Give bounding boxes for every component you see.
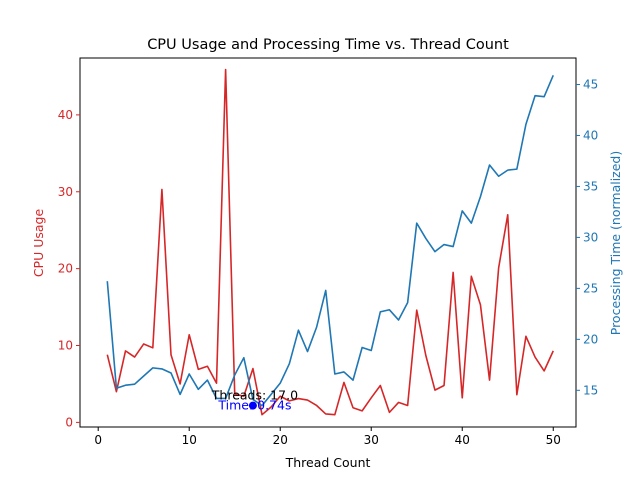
x-tick-label: 20 bbox=[273, 433, 288, 447]
cpu-usage-line bbox=[106, 68, 554, 416]
y-right-tick-label: 40 bbox=[583, 128, 598, 142]
annotation-point bbox=[248, 401, 257, 410]
y-right-tick-label: 45 bbox=[583, 78, 598, 92]
x-tick-label: 30 bbox=[364, 433, 379, 447]
y-right-tick-label: 20 bbox=[583, 332, 598, 346]
y-axis-label-left: CPU Usage bbox=[31, 209, 46, 278]
x-tick-label: 10 bbox=[182, 433, 197, 447]
x-tick-label: 40 bbox=[455, 433, 470, 447]
y-right-tick-label: 15 bbox=[583, 383, 598, 397]
y-right-tick-label: 30 bbox=[583, 230, 598, 244]
y-left-tick-label: 40 bbox=[58, 108, 73, 122]
y-left-tick-label: 0 bbox=[65, 415, 73, 429]
x-tick-label: 0 bbox=[94, 433, 102, 447]
annotation-threads-label: Threads: 17.0 bbox=[211, 388, 298, 403]
chart-title: CPU Usage and Processing Time vs. Thread… bbox=[147, 37, 509, 53]
plot-frame bbox=[79, 57, 577, 428]
x-axis-label: Thread Count bbox=[285, 455, 371, 470]
y-left-tick-label: 10 bbox=[58, 339, 73, 353]
processing-time-line bbox=[106, 75, 554, 407]
y-left-tick-label: 20 bbox=[58, 262, 73, 276]
x-tick-label: 50 bbox=[546, 433, 561, 447]
y-right-tick-label: 35 bbox=[583, 179, 598, 193]
annotation-time-label: Time: 0.74s bbox=[217, 398, 291, 413]
plot-area: 0 10 20 30 40 50 0 10 20 30 40 15 20 25 30 35 40 45 Thread… bbox=[58, 57, 598, 447]
y-axis-label-right: Processing Time (normalized) bbox=[608, 151, 623, 336]
y-left-tick-label: 30 bbox=[58, 185, 73, 199]
y-right-tick-label: 25 bbox=[583, 281, 598, 295]
